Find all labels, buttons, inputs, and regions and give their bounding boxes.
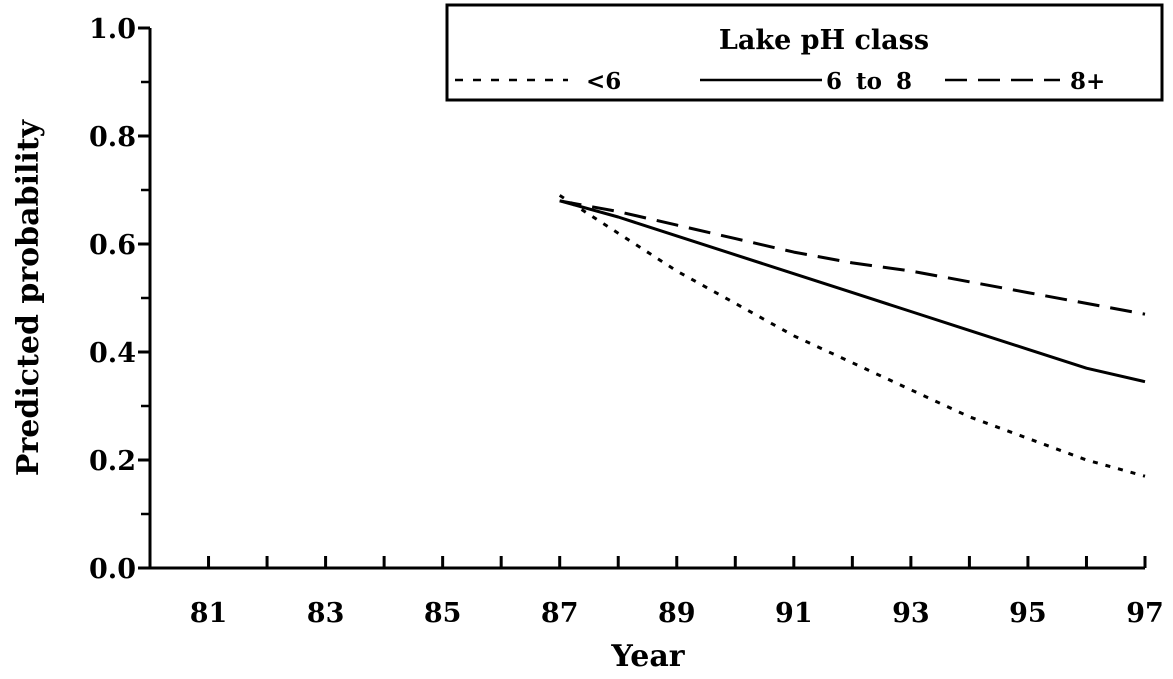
y-tick-label: 0.4 xyxy=(89,338,136,369)
legend-label-lt6: <6 xyxy=(586,68,621,95)
y-tick-label: 0.0 xyxy=(89,554,136,585)
series-line-6to8 xyxy=(559,199,1146,384)
x-tick-label: 85 xyxy=(424,598,462,629)
y-tick-label: 1.0 xyxy=(89,14,136,45)
x-tick-label: 83 xyxy=(307,598,345,629)
legend-box xyxy=(445,3,1164,102)
x-tick-label: 95 xyxy=(1009,598,1047,629)
y-tick-label: 0.6 xyxy=(89,230,136,261)
y-tick-label: 0.2 xyxy=(89,446,136,477)
legend-label-6to8: 6 to 8 xyxy=(826,68,912,95)
y-axis-title: Predicted probability xyxy=(11,118,46,476)
x-axis-ticks: 81 83 85 87 89 91 93 95 97 xyxy=(190,556,1164,629)
legend: Lake pH class <6 6 to 8 8+ xyxy=(445,3,1164,102)
x-tick-label: 93 xyxy=(892,598,930,629)
y-axis-ticks: 0.0 0.2 0.4 0.6 0.8 1.0 xyxy=(89,14,150,585)
legend-title: Lake pH class xyxy=(719,25,929,56)
x-tick-label: 81 xyxy=(190,598,228,629)
x-axis-title: Year xyxy=(610,639,685,674)
x-tick-label: 97 xyxy=(1126,598,1164,629)
x-tick-label: 87 xyxy=(541,598,579,629)
y-tick-label: 0.8 xyxy=(89,122,136,153)
x-tick-label: 91 xyxy=(775,598,813,629)
series-line-8plus xyxy=(559,199,1146,316)
series-line-lt6 xyxy=(558,194,1146,478)
x-tick-label: 89 xyxy=(658,598,696,629)
series-layer xyxy=(558,194,1146,478)
legend-label-8plus: 8+ xyxy=(1070,68,1105,95)
